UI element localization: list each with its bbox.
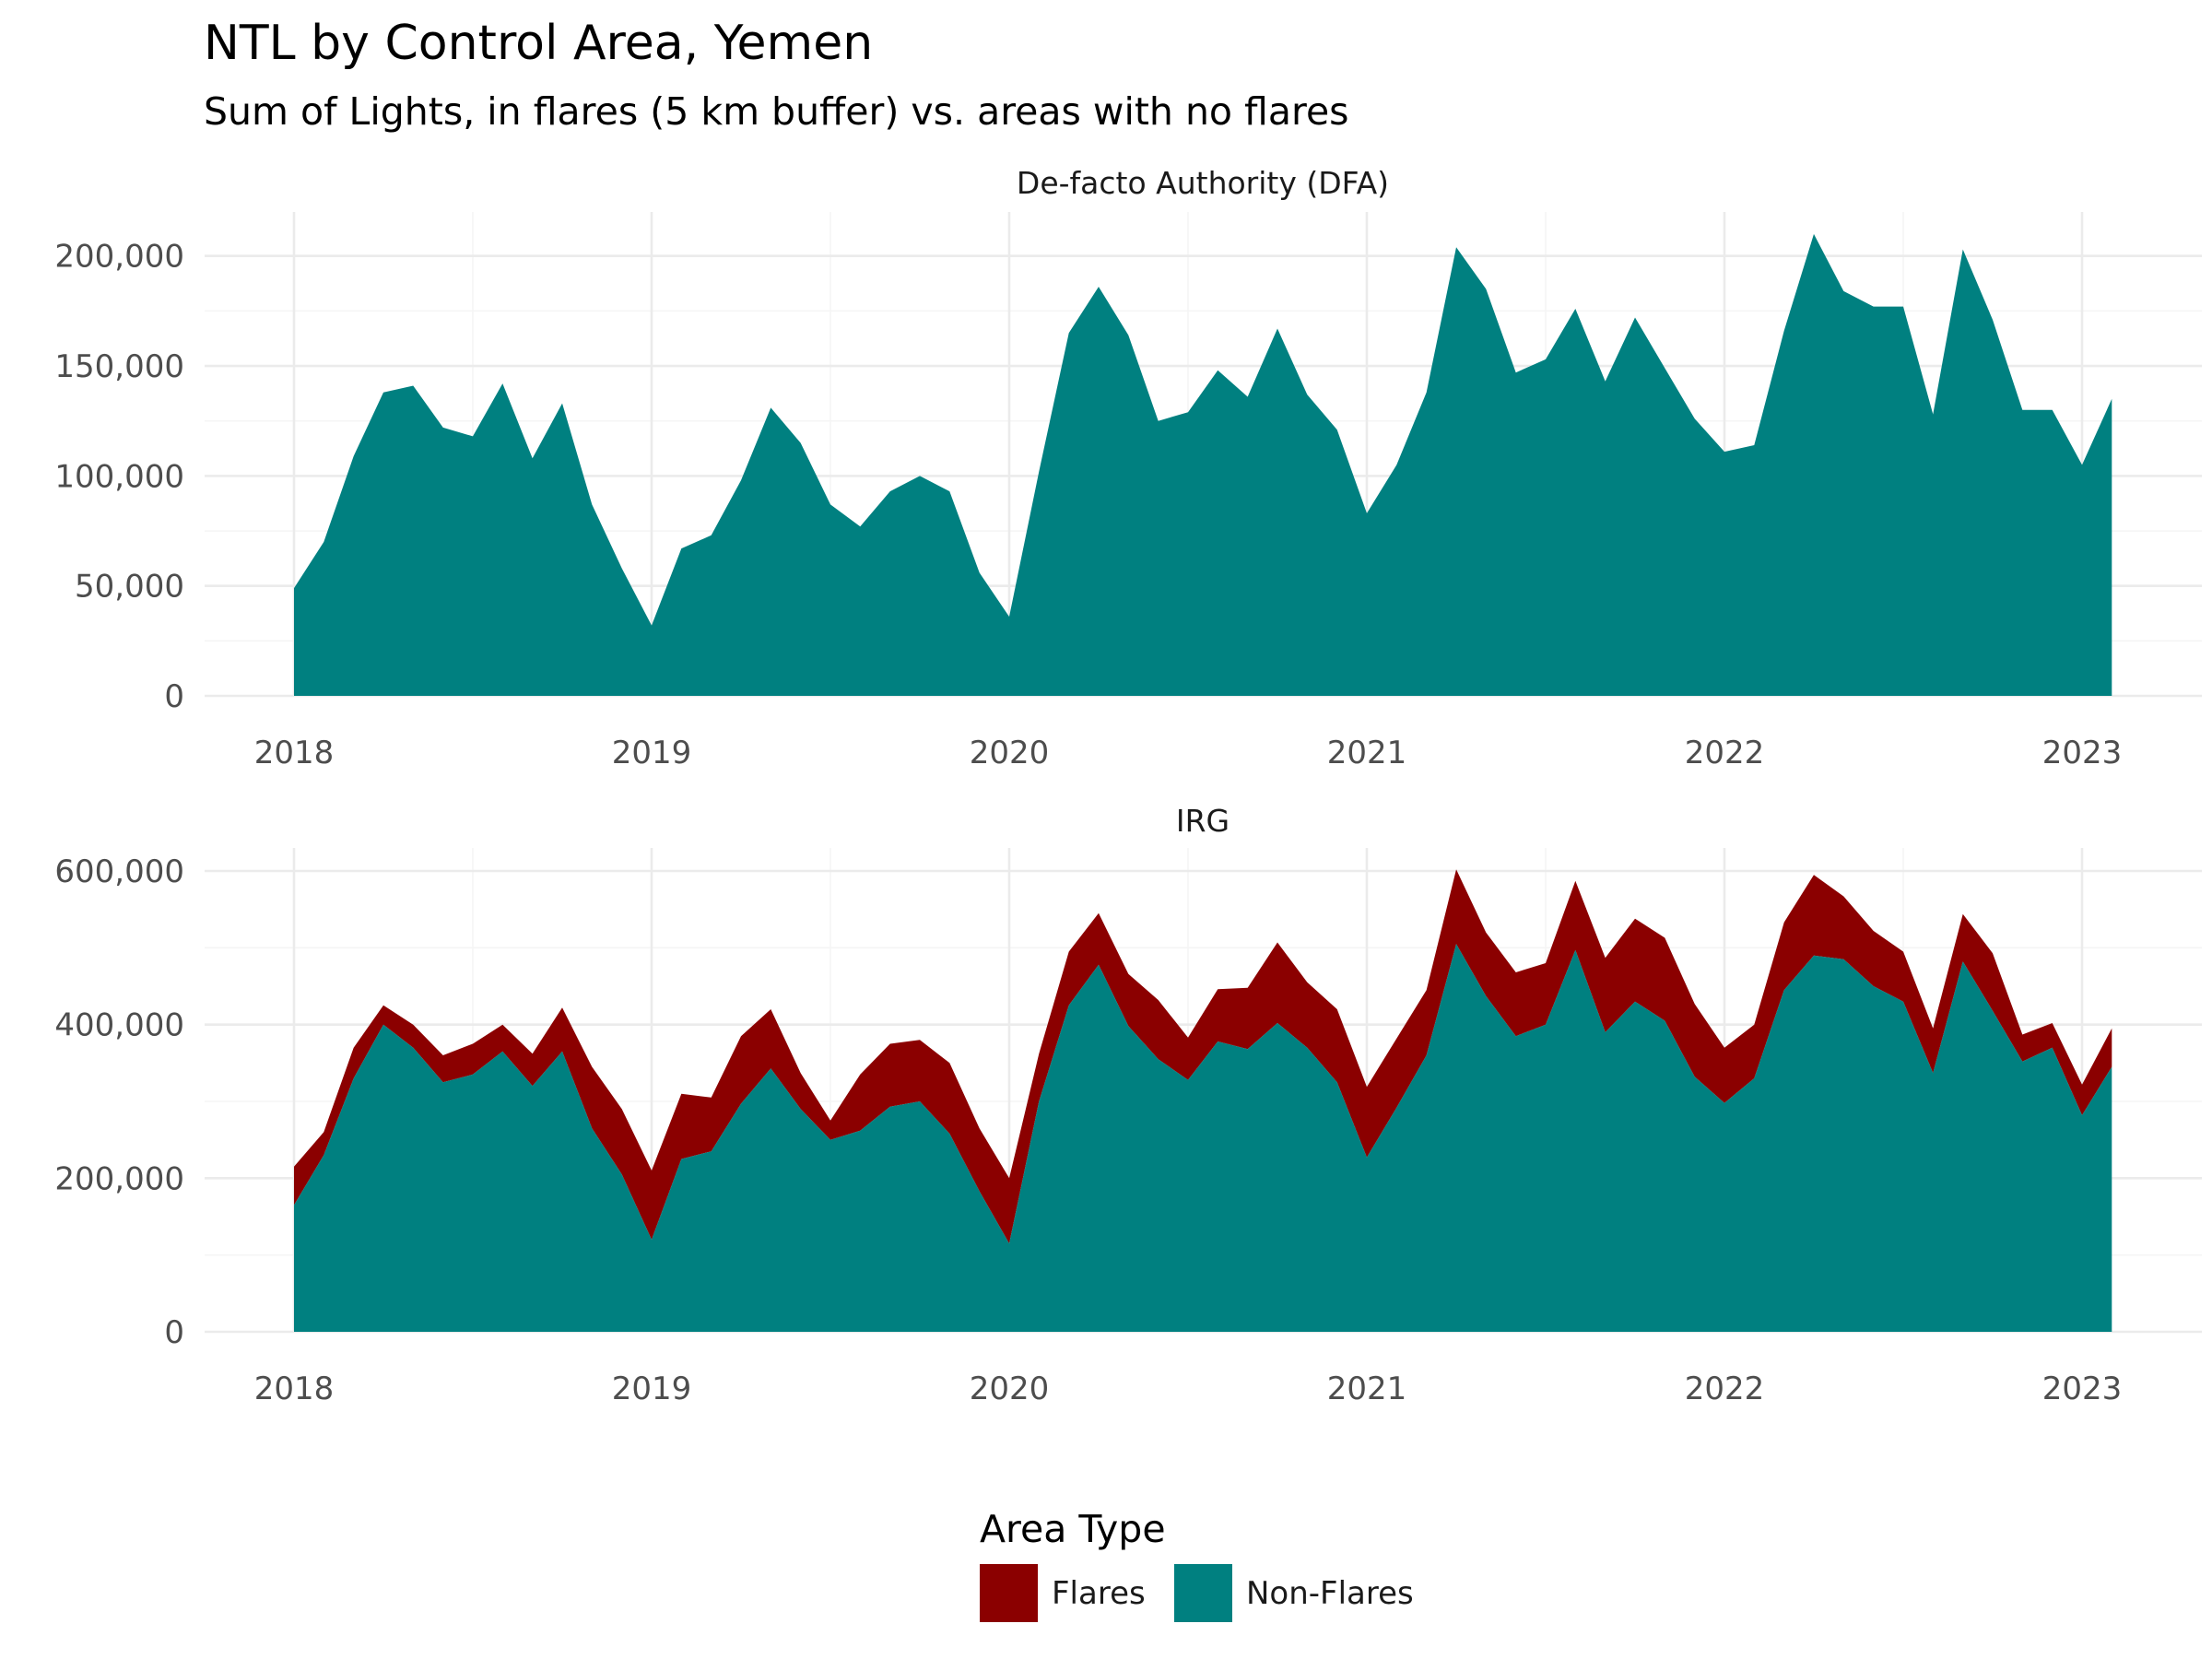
panel-strip-dfa: De-facto Authority (DFA): [1017, 165, 1389, 201]
x-tick-label: 2019: [612, 1371, 692, 1407]
x-tick-label: 2018: [254, 735, 335, 771]
x-tick-label: 2020: [970, 1371, 1050, 1407]
y-tick-label: 0: [164, 678, 184, 715]
x-tick-label: 2021: [1327, 735, 1407, 771]
x-tick-label: 2021: [1327, 1371, 1407, 1407]
x-tick-label: 2018: [254, 1371, 335, 1407]
legend-label-flares: Flares: [1052, 1575, 1146, 1612]
legend-label-non-flares: Non-Flares: [1246, 1575, 1414, 1612]
x-tick-label: 2022: [1685, 735, 1765, 771]
x-tick-label: 2023: [2042, 735, 2123, 771]
y-tick-label: 600,000: [54, 853, 184, 890]
panel-strip-irg: IRG: [1176, 803, 1230, 839]
area-non-flares: [294, 233, 2112, 696]
y-tick-label: 50,000: [75, 569, 184, 606]
y-tick-label: 400,000: [54, 1007, 184, 1044]
panel-dfa: 0 50,000 100,000 150,000 200,000 2018 2019 2020…: [54, 212, 2202, 771]
x-tick-label: 2019: [612, 735, 692, 771]
x-tick-label: 2023: [2042, 1371, 2123, 1407]
x-tick-label: 2020: [970, 735, 1050, 771]
y-tick-label: 100,000: [54, 458, 184, 495]
legend-title: Area Type: [980, 1507, 1166, 1551]
panel-irg: 0 200,000 400,000 600,000 2018 2019 2020 2021 20…: [54, 848, 2202, 1407]
y-tick-label: 0: [164, 1314, 184, 1351]
legend-swatch-non-flares: [1174, 1564, 1232, 1622]
area-non-flares: [294, 944, 2112, 1332]
y-tick-label: 200,000: [54, 239, 184, 276]
legend: Area Type Flares Non-Flares: [980, 1507, 1414, 1622]
chart-subtitle: Sum of Lights, in flares (5 km buffer) v…: [204, 89, 1349, 134]
legend-swatch-flares: [980, 1564, 1038, 1622]
y-tick-label: 150,000: [54, 348, 184, 385]
area-flares: [294, 869, 2112, 1244]
y-tick-label: 200,000: [54, 1160, 184, 1197]
chart-title: NTL by Control Area, Yemen: [204, 16, 873, 71]
x-tick-label: 2022: [1685, 1371, 1765, 1407]
